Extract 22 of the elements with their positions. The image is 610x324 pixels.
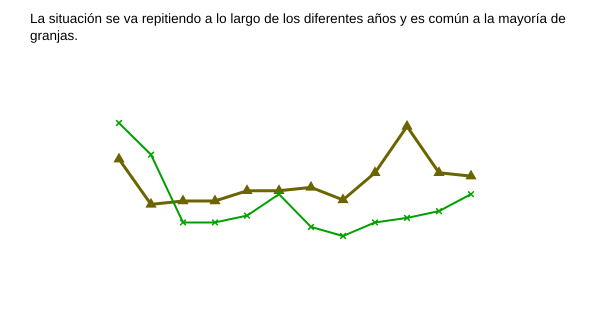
chart-title: La situación se va repitiendo a lo largo de los diferentes años y es común a la mayoría de granjas. xyxy=(30,10,567,44)
point xyxy=(339,232,347,240)
point xyxy=(371,218,379,226)
point xyxy=(179,218,187,226)
point xyxy=(402,120,412,130)
point xyxy=(210,195,220,204)
point xyxy=(146,198,156,208)
point xyxy=(370,166,380,176)
point xyxy=(211,218,219,226)
point xyxy=(403,214,411,222)
point xyxy=(178,195,188,204)
point xyxy=(307,223,315,231)
point xyxy=(338,194,348,204)
point xyxy=(275,190,283,198)
point xyxy=(306,182,316,191)
point xyxy=(242,185,252,194)
point xyxy=(466,170,476,180)
point xyxy=(114,153,124,162)
point xyxy=(467,190,475,198)
point xyxy=(243,212,251,220)
point xyxy=(435,208,443,215)
point xyxy=(434,166,444,176)
